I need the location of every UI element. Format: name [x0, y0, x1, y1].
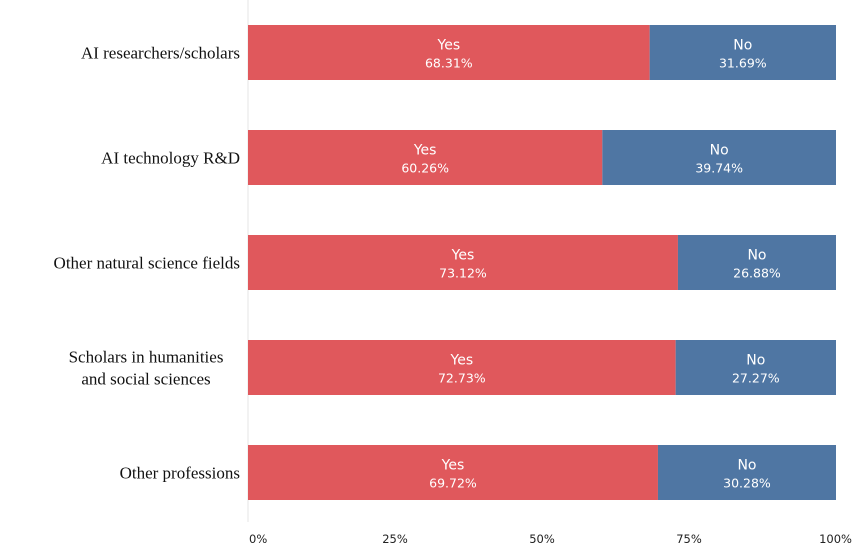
data-label-yes-0: 68.31%: [425, 56, 473, 71]
bar-series-label-no-1: No: [710, 143, 729, 159]
bar-series-label-yes-3: Yes: [450, 353, 474, 369]
data-label-yes-3: 72.73%: [438, 371, 486, 386]
bar-series-label-yes-4: Yes: [441, 458, 465, 474]
category-label-3: Scholars in humanities and social science…: [69, 348, 224, 389]
category-label-line: Other professions: [120, 464, 240, 483]
x-tick-label-1: 25%: [382, 532, 408, 546]
bar-yes-3: [248, 340, 676, 395]
data-label-no-0: 31.69%: [719, 56, 767, 71]
x-tick-label-2: 50%: [529, 532, 555, 546]
bar-no-0: [649, 25, 836, 80]
x-tick-label-3: 75%: [676, 532, 702, 546]
bar-yes-4: [248, 445, 658, 500]
data-label-yes-1: 60.26%: [401, 161, 449, 176]
bar-series-label-yes-0: Yes: [437, 38, 461, 54]
data-label-no-4: 30.28%: [723, 476, 771, 491]
category-label-1: AI technology R&D: [101, 149, 240, 168]
category-label-2: Other natural science fields: [54, 254, 240, 273]
bars-group: Yes 68.31% No 31.69% Yes 60.26% No 39.74% Yes 73.…: [248, 25, 836, 500]
bar-yes-1: [248, 130, 603, 185]
data-label-yes-4: 69.72%: [429, 476, 477, 491]
bar-no-3: [675, 340, 836, 395]
category-label-line: AI technology R&D: [101, 149, 240, 168]
bar-series-label-yes-1: Yes: [413, 143, 437, 159]
bar-no-2: [677, 235, 836, 290]
x-tick-label-4: 100%: [819, 532, 852, 546]
category-label-line: and social sciences: [81, 370, 210, 389]
bar-yes-0: [248, 25, 650, 80]
category-label-line: Scholars in humanities: [69, 348, 224, 367]
bar-series-label-yes-2: Yes: [451, 248, 475, 264]
bar-series-label-no-3: No: [746, 353, 765, 369]
x-axis-ticks-group: 0% 25% 50% 75% 100%: [249, 532, 852, 546]
category-label-4: Other professions: [120, 464, 240, 483]
bar-series-label-no-2: No: [747, 248, 766, 264]
category-label-line: Other natural science fields: [54, 254, 240, 273]
category-label-0: AI researchers/scholars: [81, 44, 240, 63]
bar-series-label-no-0: No: [733, 38, 752, 54]
x-tick-label-0: 0%: [249, 532, 267, 546]
bar-no-4: [657, 445, 836, 500]
category-label-line: AI researchers/scholars: [81, 44, 240, 63]
bar-series-label-no-4: No: [737, 458, 756, 474]
category-labels-group: AI researchers/scholars AI technology R&D…: [54, 44, 240, 483]
bar-no-1: [602, 130, 836, 185]
data-label-no-3: 27.27%: [732, 371, 780, 386]
data-label-no-1: 39.74%: [695, 161, 743, 176]
data-label-yes-2: 73.12%: [439, 266, 487, 281]
data-label-no-2: 26.88%: [733, 266, 781, 281]
bar-yes-2: [248, 235, 678, 290]
